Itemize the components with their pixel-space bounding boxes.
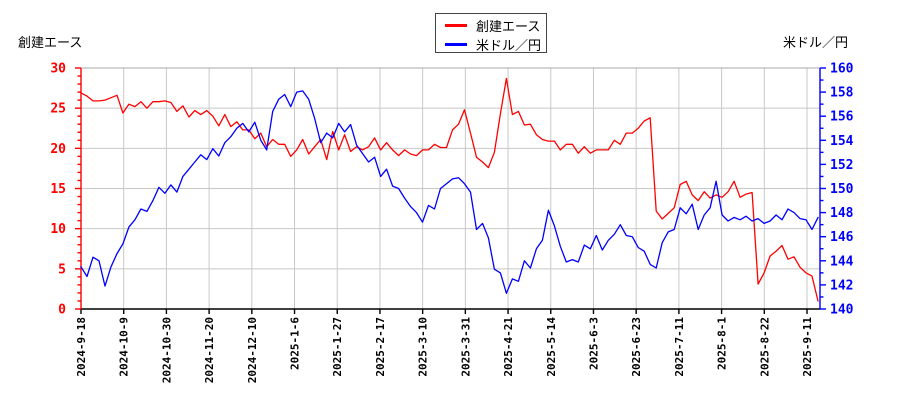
left-axis-tick-label: 15 bbox=[50, 182, 66, 197]
right-axis: 140 142 144 146 148 150 152 154 156 158 160 bbox=[819, 62, 854, 318]
left-axis-tick-label: 10 bbox=[50, 222, 66, 237]
right-axis-tick-label: 160 bbox=[830, 62, 854, 77]
legend-label: 米ドル／円 bbox=[476, 38, 542, 53]
series-usd-jpy bbox=[80, 90, 819, 294]
right-axis-tick-label: 154 bbox=[830, 134, 854, 149]
right-axis-tick-label: 156 bbox=[830, 110, 854, 125]
left-axis-tick-label: 5 bbox=[58, 262, 66, 277]
x-axis-date-label: 2025-2-17 bbox=[374, 317, 387, 377]
left-axis-tick-label: 0 bbox=[58, 303, 66, 318]
x-axis-date-label: 2024-9-18 bbox=[75, 317, 88, 377]
x-axis-date-label: 2025-7-11 bbox=[673, 317, 686, 377]
legend-item-souken-ace: 創建エース bbox=[445, 16, 546, 35]
right-axis-tick-label: 142 bbox=[830, 278, 853, 293]
gridlines bbox=[80, 68, 820, 309]
left-axis-tick-label: 30 bbox=[50, 62, 66, 77]
right-axis-tick-label: 158 bbox=[830, 86, 854, 101]
legend-line-swatch-red bbox=[445, 24, 467, 27]
right-axis-tick-label: 152 bbox=[830, 158, 853, 173]
left-axis-tick-label: 25 bbox=[50, 102, 66, 117]
left-axis-tick-label: 20 bbox=[50, 142, 66, 157]
x-axis-date-label: 2025-6-3 bbox=[587, 317, 600, 370]
x-axis-date-label: 2025-3-31 bbox=[459, 317, 472, 377]
left-axis-title: 創建エース bbox=[18, 35, 83, 50]
legend-label: 創建エース bbox=[476, 19, 541, 34]
series-line-1 bbox=[80, 90, 819, 294]
left-axis: 0 5 10 15 20 25 30 bbox=[50, 62, 82, 318]
series-line-0 bbox=[80, 77, 819, 302]
x-axis-date-label: 2024-10-9 bbox=[118, 317, 131, 377]
x-axis-date-label: 2024-10-30 bbox=[160, 317, 173, 383]
legend-line-swatch-blue bbox=[445, 43, 467, 46]
right-axis-title: 米ドル／円 bbox=[782, 35, 848, 50]
x-axis-date-label: 2025-1-27 bbox=[331, 317, 344, 377]
x-axis-date-label: 2025-9-11 bbox=[801, 317, 814, 377]
right-axis-tick-label: 144 bbox=[830, 254, 854, 269]
x-axis-date-label: 2025-5-14 bbox=[545, 317, 558, 377]
right-axis-tick-label: 150 bbox=[830, 182, 854, 197]
x-axis bbox=[80, 308, 820, 314]
x-axis-date-label: 2025-6-23 bbox=[630, 317, 643, 377]
x-axis-date-label: 2025-3-10 bbox=[417, 317, 430, 377]
right-axis-tick-label: 148 bbox=[830, 206, 854, 221]
right-axis-tick-label: 146 bbox=[830, 230, 854, 245]
x-axis-date-label: 2024-11-20 bbox=[203, 317, 216, 383]
x-axis-date-label: 2025-8-1 bbox=[716, 317, 729, 370]
x-axis-date-label: 2024-12-10 bbox=[246, 317, 259, 383]
right-axis-tick-label: 140 bbox=[830, 303, 854, 318]
x-axis-date-label: 2025-1-6 bbox=[289, 317, 302, 370]
x-axis-date-label: 2025-8-22 bbox=[758, 317, 771, 377]
legend-item-usd-jpy: 米ドル／円 bbox=[445, 35, 546, 54]
series-souken-ace bbox=[80, 77, 819, 302]
legend: 創建エース 米ドル／円 bbox=[435, 13, 547, 53]
x-tick-labels: 2024-9-18 2024-10-9 2024-10-30 2024-11-20 20… bbox=[75, 317, 814, 384]
x-axis-date-label: 2025-4-21 bbox=[502, 317, 515, 377]
